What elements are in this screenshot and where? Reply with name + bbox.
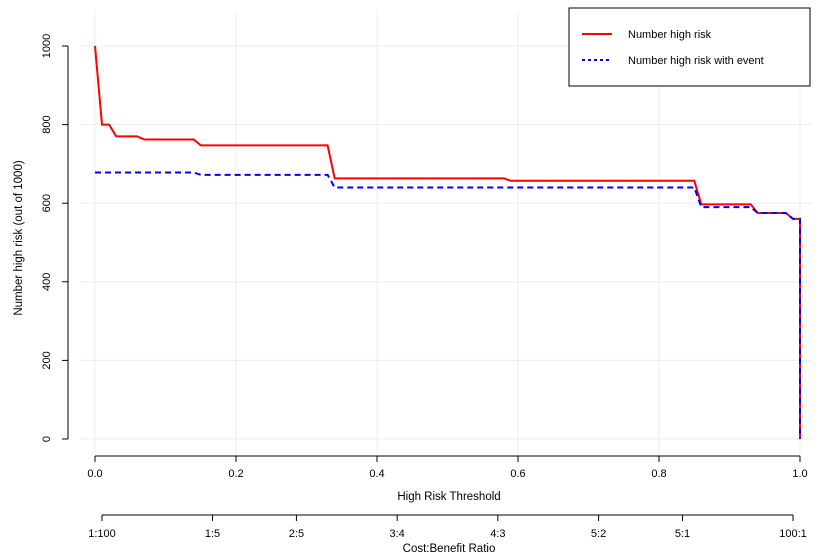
cost-benefit-tick-label: 5:2 bbox=[591, 528, 606, 540]
y-tick-label: 800 bbox=[41, 115, 53, 133]
cost-benefit-tick-label: 5:1 bbox=[675, 528, 690, 540]
series-line-number-high-risk bbox=[94, 45, 801, 439]
y-tick-label: 400 bbox=[41, 273, 53, 291]
legend-label: Number high risk with event bbox=[628, 55, 764, 67]
x-axis: 0.0 0.2 0.4 0.6 0.8 1.0 bbox=[87, 455, 808, 480]
cost-benefit-tick-label: 1:5 bbox=[205, 528, 220, 540]
secondary-axis-title: Cost:Benefit Ratio bbox=[403, 543, 496, 555]
y-axis-title: Number high risk (out of 1000) bbox=[13, 160, 25, 315]
series-line-number-high-risk-with-event bbox=[95, 171, 801, 439]
x-tick-label: 0.6 bbox=[510, 468, 525, 480]
x-tick-label: 0.4 bbox=[369, 468, 384, 480]
legend-label: Number high risk bbox=[628, 29, 712, 41]
cost-benefit-tick-label: 1:100 bbox=[88, 528, 116, 540]
series-layer bbox=[94, 45, 801, 439]
y-tick-label: 0 bbox=[41, 436, 53, 442]
y-tick-label: 1000 bbox=[41, 34, 53, 58]
x-tick-label: 0.0 bbox=[87, 468, 102, 480]
x-axis-title: High Risk Threshold bbox=[397, 491, 500, 503]
x-tick-label: 0.2 bbox=[228, 468, 243, 480]
y-tick-label: 600 bbox=[41, 194, 53, 212]
cost-benefit-axis: 1:100 1:5 2:5 3:4 4:3 5:2 5:1 100:1 bbox=[88, 514, 807, 540]
x-tick-label: 1.0 bbox=[792, 468, 807, 480]
y-tick-label: 200 bbox=[41, 351, 53, 369]
legend: Number high risk Number high risk with ev… bbox=[568, 7, 811, 87]
cost-benefit-tick-label: 4:3 bbox=[490, 528, 505, 540]
cost-benefit-tick-label: 2:5 bbox=[289, 528, 304, 540]
x-tick-label: 0.8 bbox=[651, 468, 666, 480]
cost-benefit-tick-label: 3:4 bbox=[390, 528, 405, 540]
cost-benefit-tick-label: 100:1 bbox=[779, 528, 807, 540]
y-axis: 0 200 400 600 800 1000 bbox=[41, 34, 69, 442]
legend-box bbox=[568, 7, 811, 87]
